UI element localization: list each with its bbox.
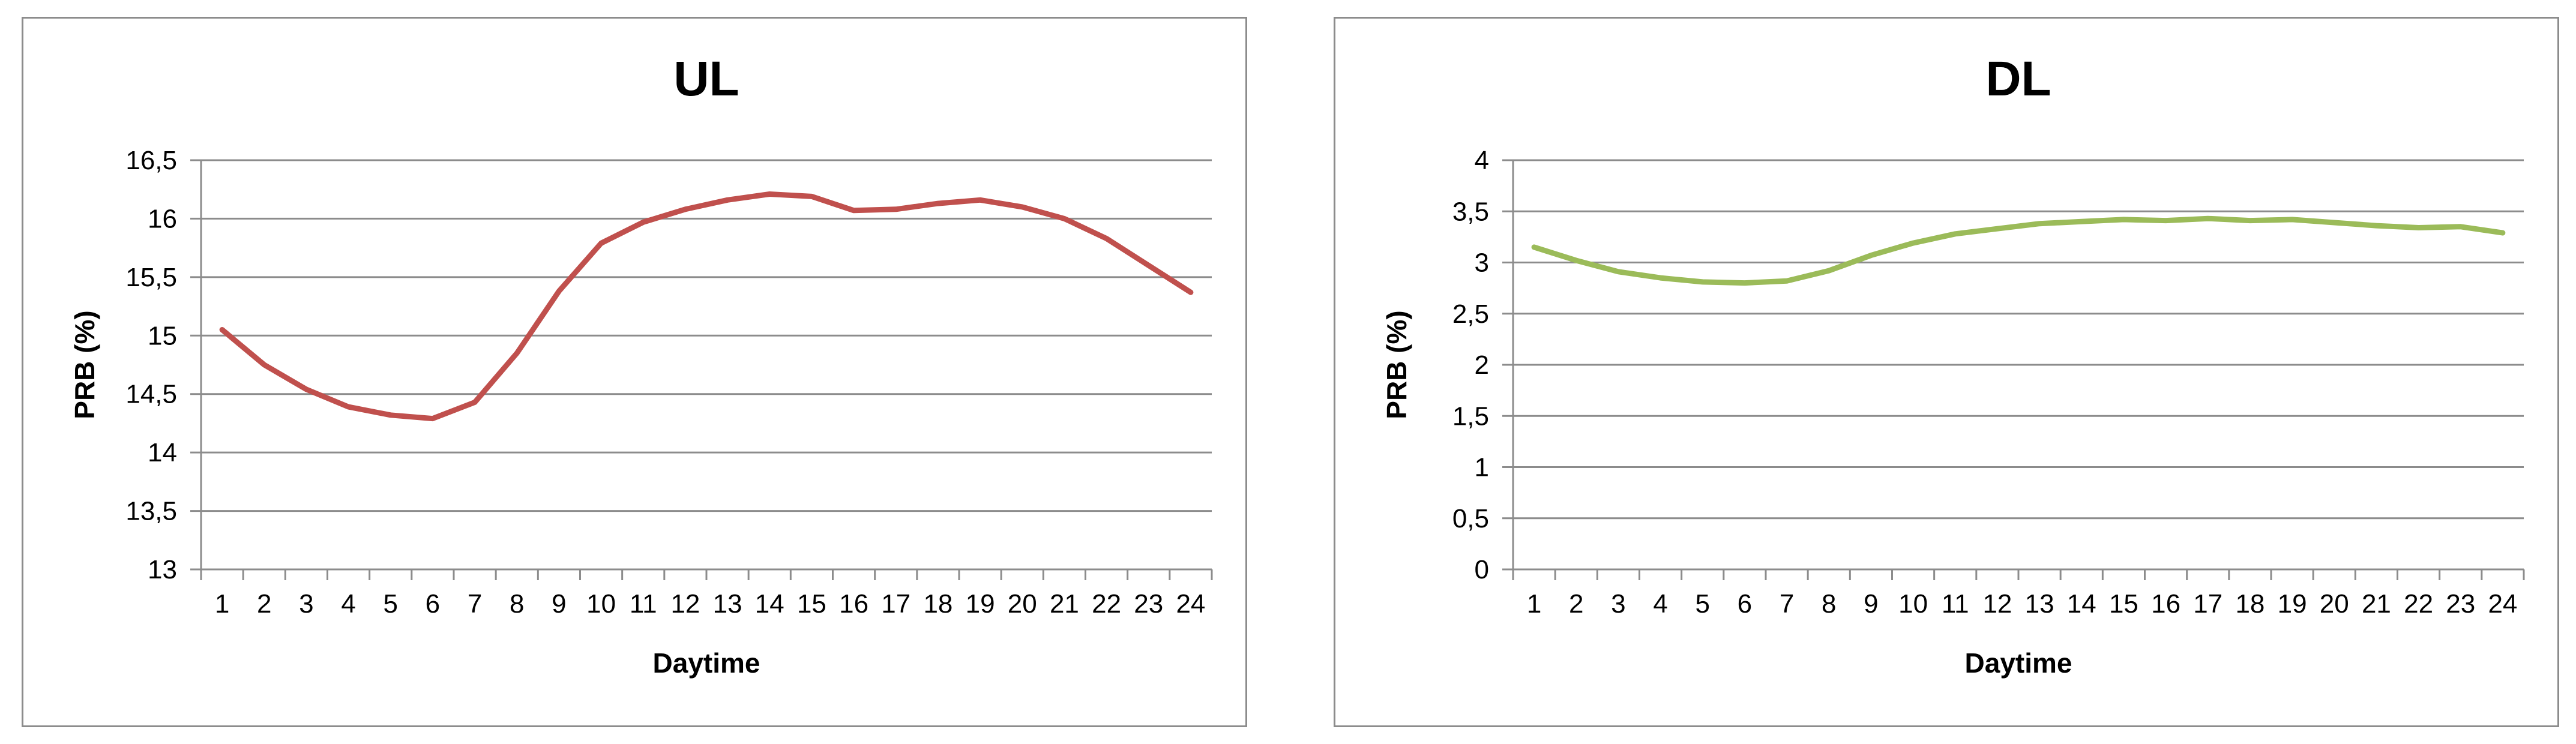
ul-x-tick-label: 8 — [510, 589, 524, 619]
ul-x-tick-label: 19 — [966, 589, 995, 619]
ul-x-tick-label: 22 — [1092, 589, 1121, 619]
ul-x-tick-label: 7 — [468, 589, 482, 619]
ul-y-tick-label: 13 — [148, 555, 177, 584]
ul-x-tick-label: 12 — [670, 589, 700, 619]
dl-y-tick-label: 2 — [1475, 350, 1489, 380]
ul-x-tick-label: 18 — [923, 589, 952, 619]
ul-x-tick-label: 9 — [552, 589, 566, 619]
dl-series-line — [1531, 215, 2506, 286]
dl-y-tick-label: 1 — [1475, 453, 1489, 482]
dl-x-tick-label: 3 — [1611, 589, 1625, 619]
ul-x-tick-label: 15 — [797, 589, 826, 619]
ul-x-tick-label: 11 — [630, 589, 657, 619]
dl-x-tick-label: 21 — [2362, 589, 2391, 619]
dl-x-tick-label: 15 — [2109, 589, 2138, 619]
ul-y-tick-label: 16,5 — [125, 146, 177, 175]
ul-y-axis-label: PRB (%) — [69, 310, 100, 419]
ul-x-tick-label: 24 — [1176, 589, 1205, 619]
dl-x-tick-label: 13 — [2025, 589, 2054, 619]
dl-y-tick-label: 3 — [1475, 248, 1489, 278]
ul-x-tick-label: 16 — [839, 589, 868, 619]
ul-y-tick-label: 15 — [148, 321, 177, 350]
ul-x-tick-label: 6 — [426, 589, 440, 619]
dl-y-axis-label: PRB (%) — [1381, 310, 1412, 419]
dl-x-tick-label: 18 — [2235, 589, 2265, 619]
dl-x-tick-label: 2 — [1569, 589, 1583, 619]
dl-x-tick-label: 11 — [1942, 589, 1969, 619]
dl-x-tick-label: 6 — [1738, 589, 1752, 619]
dl-x-tick-label: 10 — [1898, 589, 1928, 619]
dl-x-tick-label: 4 — [1653, 589, 1667, 619]
ul-x-tick-label: 13 — [713, 589, 742, 619]
dl-x-tick-label: 1 — [1527, 589, 1541, 619]
dl-chart: DL 0 0,5 1 1,5 2 2,5 3 3,5 4 1 2 3 4 5 6 7 8 9 10 11 12 13 14 15… — [1334, 17, 2559, 727]
dl-x-tick-label: 23 — [2446, 589, 2475, 619]
dl-y-tick-label: 3,5 — [1452, 197, 1489, 226]
dl-x-tick-label: 20 — [2320, 589, 2349, 619]
ul-x-tick-label: 2 — [257, 589, 271, 619]
dl-x-tick-label: 8 — [1822, 589, 1836, 619]
ul-y-tick-label: 13,5 — [125, 497, 177, 526]
ul-y-tick-label: 16 — [148, 204, 177, 233]
ul-x-tick-label: 23 — [1134, 589, 1163, 619]
ul-x-tick-label: 21 — [1050, 589, 1079, 619]
ul-y-tick-label: 14 — [148, 438, 177, 467]
dl-x-tick-label: 14 — [2067, 589, 2096, 619]
ul-x-tick-label: 14 — [755, 589, 784, 619]
ul-x-tick-label: 20 — [1008, 589, 1037, 619]
dl-x-tick-label: 17 — [2193, 589, 2222, 619]
dl-chart-title: DL — [1985, 52, 2051, 106]
dl-x-tick-label: 22 — [2404, 589, 2433, 619]
dl-y-tick-label: 0,5 — [1452, 504, 1489, 533]
dl-x-tick-label: 9 — [1864, 589, 1878, 619]
dl-y-tick-label: 0 — [1475, 555, 1489, 584]
dl-x-tick-label: 19 — [2278, 589, 2307, 619]
dl-y-tick-label: 2,5 — [1452, 299, 1489, 329]
ul-x-tick-label: 10 — [586, 589, 616, 619]
dl-x-tick-label: 7 — [1780, 589, 1794, 619]
dl-y-tick-label: 4 — [1475, 146, 1489, 175]
dl-x-tick-label: 5 — [1696, 589, 1710, 619]
dl-x-axis-label: Daytime — [1965, 647, 2072, 679]
ul-series-line — [219, 191, 1194, 422]
ul-x-tick-label: 1 — [215, 589, 229, 619]
ul-x-tick-label: 5 — [384, 589, 398, 619]
ul-x-axis-label: Daytime — [653, 647, 760, 679]
ul-x-tick-label: 4 — [341, 589, 355, 619]
ul-chart: UL 13 13,5 14 14,5 15 15,5 16 16,5 1 2 3 4 5 6 7 8 9 10 11 1… — [22, 17, 1247, 727]
ul-x-tick-label: 3 — [299, 589, 313, 619]
dl-y-tick-label: 1,5 — [1452, 401, 1489, 431]
dl-x-tick-label: 24 — [2488, 589, 2517, 619]
ul-chart-title: UL — [673, 52, 739, 106]
ul-y-tick-label: 14,5 — [125, 380, 177, 409]
dl-x-tick-label: 16 — [2151, 589, 2180, 619]
ul-y-tick-label: 15,5 — [125, 263, 177, 292]
dl-x-tick-label: 12 — [1982, 589, 2012, 619]
ul-x-tick-label: 17 — [881, 589, 910, 619]
